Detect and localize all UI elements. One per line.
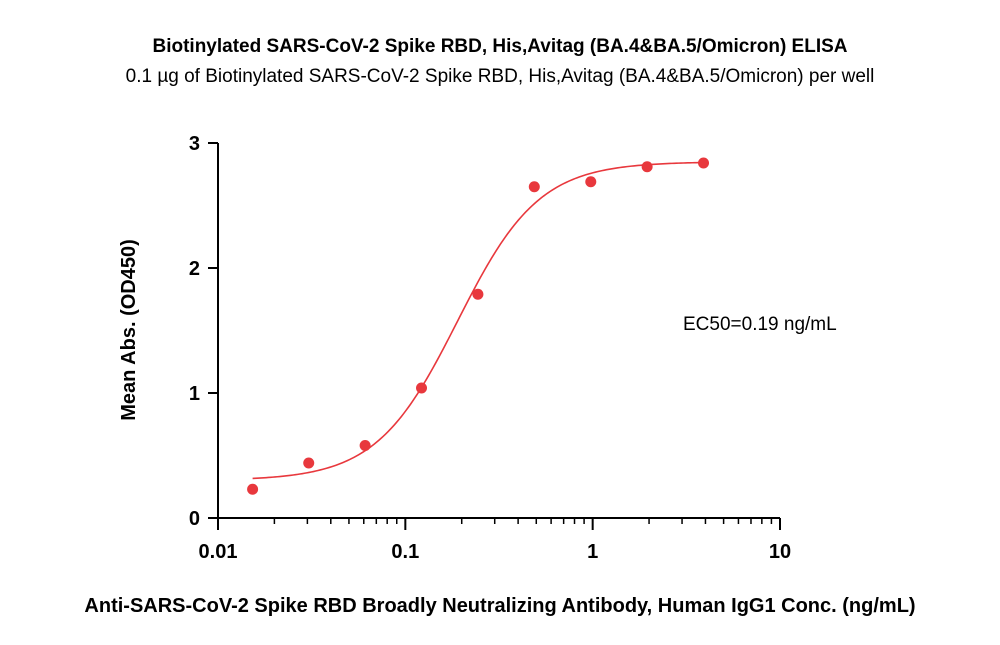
y-axis: 0 1 2 3 (189, 133, 219, 530)
data-point (698, 157, 710, 169)
data-point (472, 288, 484, 300)
data-point (359, 440, 371, 451)
data-point (416, 382, 428, 394)
y-tick-label: 0 (189, 508, 200, 530)
x-tick-label: 0.1 (391, 541, 419, 563)
x-tick-label: 0.01 (199, 541, 238, 563)
x-tick-label: 10 (769, 541, 791, 563)
data-point (303, 457, 315, 469)
y-tick-label: 2 (189, 258, 200, 280)
data-point (585, 176, 597, 188)
data-point (247, 483, 259, 495)
x-axis-label: Anti-SARS-CoV-2 Spike RBD Broadly Neutra… (84, 595, 915, 617)
data-point (641, 161, 653, 173)
x-tick-label: 1 (587, 541, 598, 563)
data-points (247, 157, 710, 495)
x-axis: 0.01 0.1 1 10 (199, 517, 791, 563)
y-tick-label: 3 (189, 133, 200, 155)
ec50-annotation: EC50=0.19 ng/mL (683, 314, 837, 335)
fit-curve (252, 161, 704, 480)
data-point (528, 181, 540, 193)
y-axis-label: Mean Abs. (OD450) (118, 239, 140, 421)
chart-subtitle: 0.1 µg of Biotinylated SARS-CoV-2 Spike … (126, 66, 875, 87)
y-tick-label: 1 (189, 383, 200, 405)
chart-title: Biotinylated SARS-CoV-2 Spike RBD, His,A… (152, 36, 847, 57)
